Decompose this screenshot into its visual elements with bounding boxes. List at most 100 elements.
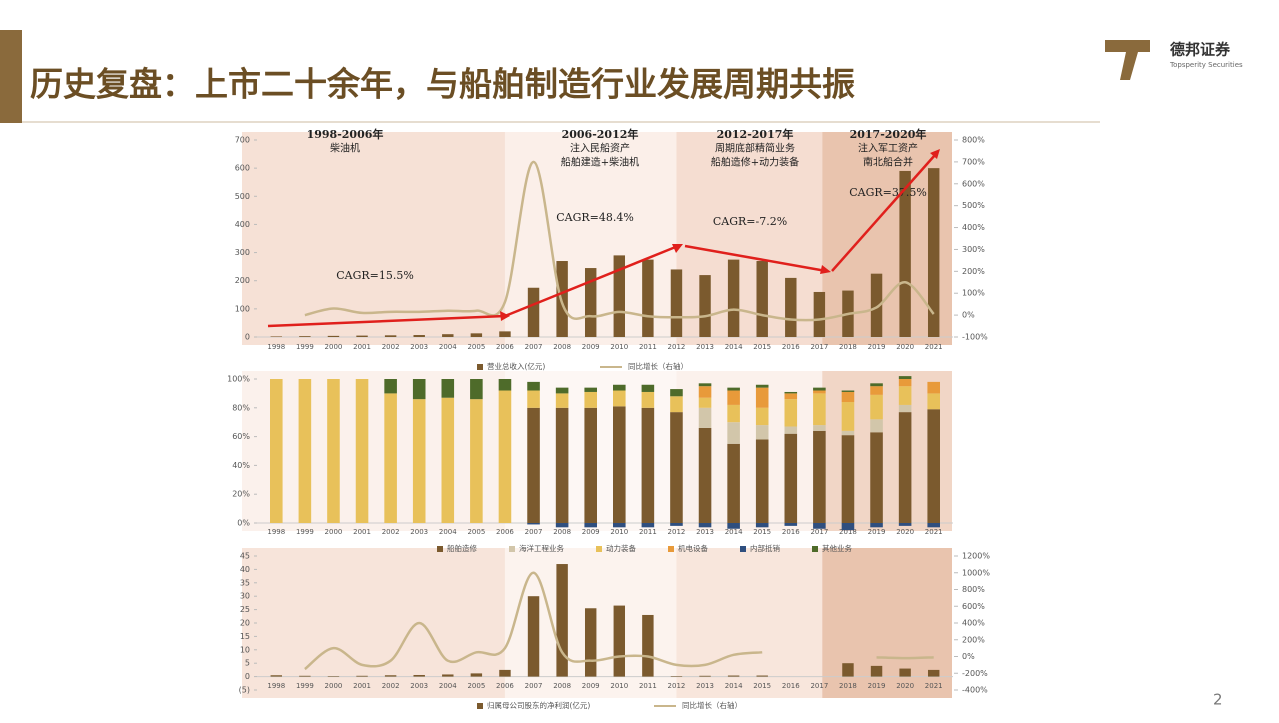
y2-tick-label: 700% <box>962 157 985 166</box>
bar-segment <box>641 391 655 408</box>
bar-segment <box>841 402 855 431</box>
y2-tick-label: -100% <box>962 333 988 342</box>
x-tick-label: 2012 <box>668 682 686 690</box>
bar-segment <box>641 523 655 528</box>
period-note: 船舶造修+动力装备 <box>711 156 799 169</box>
y2-tick-label: 500% <box>962 201 985 210</box>
bar-segment <box>555 407 569 523</box>
x-tick-label: 2009 <box>582 343 600 351</box>
x-tick-label: 2007 <box>525 528 543 536</box>
x-tick-label: 2007 <box>525 343 543 351</box>
bar-segment <box>584 523 597 528</box>
y-tick-label: 25 <box>240 605 250 614</box>
legend-label: 海洋工程业务 <box>519 543 564 553</box>
y-tick-label: 200 <box>235 276 250 285</box>
bar-segment <box>898 376 912 379</box>
bar-segment <box>841 523 855 531</box>
x-tick-label: 2013 <box>696 682 714 690</box>
bar-segment <box>841 391 855 403</box>
bar <box>470 673 483 677</box>
y-tick-label: (5) <box>239 686 250 695</box>
period-label: 2006-2012年 <box>562 127 639 141</box>
bar-segment <box>755 387 769 408</box>
x-tick-label: 2016 <box>782 528 800 536</box>
x-tick-label: 2010 <box>610 528 628 536</box>
bar-segment <box>898 523 912 526</box>
bar-segment <box>727 387 740 391</box>
bar-segment <box>870 419 883 433</box>
bar-segment <box>498 390 512 523</box>
x-tick-label: 2021 <box>925 682 943 690</box>
bar <box>299 675 311 677</box>
x-tick-label: 1999 <box>296 682 314 690</box>
legend-label: 动力装备 <box>606 543 636 553</box>
period-label: 1998-2006年 <box>307 127 384 141</box>
bar <box>813 291 826 337</box>
legend-label: 船舶造修 <box>447 543 477 553</box>
bar-segment <box>498 379 512 391</box>
bar-segment <box>755 384 769 388</box>
bar <box>413 335 425 337</box>
logo-text: 德邦证券 <box>1170 41 1231 59</box>
bar-segment <box>698 427 712 523</box>
y-tick-label: 20% <box>232 490 250 499</box>
bar-segment <box>927 409 940 523</box>
x-tick-label: 2009 <box>582 528 600 536</box>
y2-tick-label: 200% <box>962 267 985 276</box>
y-tick-label: 20 <box>240 619 250 628</box>
title: 历史复盘：上市二十余年，与船舶制造行业发展周期共振 <box>30 65 855 104</box>
bar <box>270 336 283 337</box>
arrow <box>267 314 506 328</box>
charts: 0100200300400500600700-100%0%100%200%300… <box>227 127 990 710</box>
x-tick-label: 2020 <box>896 682 914 690</box>
x-tick-label: 2019 <box>868 528 886 536</box>
bar <box>527 596 540 677</box>
x-tick-label: 2018 <box>839 343 857 351</box>
bar-segment <box>841 430 855 436</box>
y-tick-label: 35 <box>240 578 250 587</box>
x-tick-label: 2005 <box>467 343 485 351</box>
x-tick-label: 2020 <box>896 343 914 351</box>
bar-segment <box>755 439 769 523</box>
page-number: 2 <box>1213 691 1223 709</box>
legend-swatch <box>477 703 483 709</box>
x-tick-label: 2012 <box>668 343 686 351</box>
y2-tick-label: 600% <box>962 602 985 611</box>
bar <box>642 259 654 337</box>
period-note: 南北船合并 <box>863 156 913 169</box>
y2-tick-label: 600% <box>962 179 985 188</box>
y-tick-label: 100% <box>227 375 250 384</box>
y-tick-label: 500 <box>235 192 250 201</box>
bar-segment <box>470 399 483 523</box>
bar <box>756 675 768 677</box>
cagr-label: CAGR=-7.2% <box>713 215 787 228</box>
bar <box>356 335 368 337</box>
x-tick-label: 2008 <box>553 343 571 351</box>
y-tick-label: 40 <box>240 565 250 574</box>
arrow <box>831 154 936 272</box>
y-tick-label: 40% <box>232 461 250 470</box>
y2-tick-label: 200% <box>962 635 985 644</box>
x-tick-label: 2006 <box>496 528 514 536</box>
x-tick-label: 2011 <box>639 682 657 690</box>
bar-segment <box>870 432 883 523</box>
period-background <box>676 548 823 698</box>
x-tick-label: 2011 <box>639 343 657 351</box>
bar-segment <box>813 425 826 431</box>
y-tick-label: 700 <box>235 136 250 145</box>
x-tick-label: 2017 <box>810 343 828 351</box>
bar <box>413 674 425 677</box>
bar <box>470 333 483 337</box>
bar <box>384 675 397 677</box>
bar <box>499 669 511 677</box>
cagr-label: CAGR=48.4% <box>556 211 634 224</box>
y-tick-label: 0 <box>245 333 250 342</box>
x-tick-label: 2003 <box>410 343 428 351</box>
bar-segment <box>441 397 455 523</box>
legend-label: 机电设备 <box>678 543 708 553</box>
bar <box>327 335 340 337</box>
bar-segment <box>784 391 798 394</box>
bar <box>927 168 940 337</box>
bar-segment <box>670 389 683 397</box>
